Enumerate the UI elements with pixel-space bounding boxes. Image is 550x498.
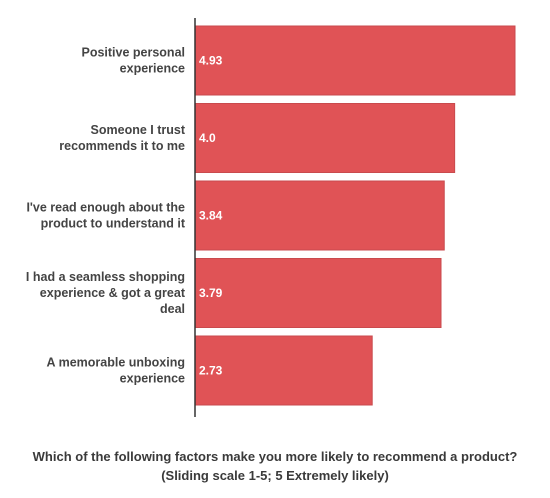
category-label-4-line-3: deal bbox=[160, 302, 185, 316]
bar-2 bbox=[194, 103, 456, 173]
bar-4 bbox=[194, 258, 442, 328]
value-label-3: 3.84 bbox=[199, 209, 223, 223]
bars-layer: 4.93 4.0 3.84 3.79 2.73 bbox=[194, 25, 516, 406]
category-label-1-line-2: experience bbox=[120, 62, 185, 76]
category-label-3-line-2: product to understand it bbox=[41, 217, 186, 231]
category-label-2-line-1: Someone I trust bbox=[91, 123, 186, 137]
category-label-2: Someone I trust recommends it to me bbox=[59, 123, 186, 153]
category-label-4: I had a seamless shopping experience & go… bbox=[26, 270, 186, 316]
category-label-5-line-1: A memorable unboxing bbox=[47, 356, 185, 370]
value-label-1: 4.93 bbox=[199, 54, 223, 68]
value-label-4: 3.79 bbox=[199, 286, 223, 300]
value-label-2: 4.0 bbox=[199, 131, 216, 145]
category-labels-layer: Positive personal experience Someone I tru… bbox=[26, 46, 186, 386]
category-label-2-line-2: recommends it to me bbox=[59, 139, 185, 153]
chart-title: Which of the following factors make you … bbox=[0, 447, 550, 485]
bar-3 bbox=[194, 180, 445, 251]
category-label-3: I've read enough about the product to und… bbox=[26, 201, 185, 231]
chart-title-line-2: (Sliding scale 1-5; 5 Extremely likely) bbox=[161, 468, 389, 483]
value-label-5: 2.73 bbox=[199, 364, 223, 378]
category-label-1: Positive personal experience bbox=[81, 46, 185, 76]
category-label-1-line-1: Positive personal bbox=[81, 46, 185, 60]
category-label-5-line-2: experience bbox=[120, 372, 185, 386]
category-label-4-line-1: I had a seamless shopping bbox=[26, 270, 185, 284]
category-label-5: A memorable unboxing experience bbox=[47, 356, 185, 386]
chart-title-line-1: Which of the following factors make you … bbox=[32, 449, 518, 464]
bar-1 bbox=[194, 25, 516, 96]
bar-5 bbox=[194, 335, 373, 406]
category-label-4-line-2: experience & got a great bbox=[40, 286, 186, 300]
category-label-3-line-1: I've read enough about the bbox=[26, 201, 185, 215]
